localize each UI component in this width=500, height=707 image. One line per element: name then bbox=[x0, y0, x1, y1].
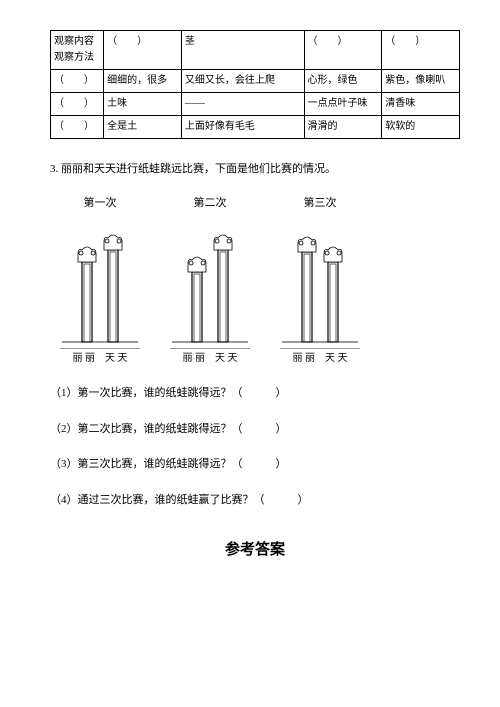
label-b: 天 天 bbox=[325, 351, 348, 367]
chart-3-labels: 丽 丽 天 天 bbox=[280, 348, 360, 367]
subq-1: （1）第一次比赛，谁的纸蛙跳得远？（ ） bbox=[50, 385, 460, 403]
chart-1: 第一次 丽 丽 天 天 bbox=[60, 195, 140, 368]
chart-2: 第二次 丽 丽 天 天 bbox=[170, 195, 250, 368]
td: 细细的，很多 bbox=[104, 70, 182, 93]
q3-intro: 3. 丽丽和天天进行纸蛙跳远比赛，下面是他们比赛的情况。 bbox=[50, 161, 460, 179]
label-a: 丽 丽 bbox=[183, 351, 206, 367]
td: 全是土 bbox=[104, 116, 182, 139]
th-col3: （ ） bbox=[304, 31, 382, 70]
chart-2-labels: 丽 丽 天 天 bbox=[170, 348, 250, 367]
label-a: 丽 丽 bbox=[293, 351, 316, 367]
th-col2: 茎 bbox=[181, 31, 304, 70]
chart-2-title: 第二次 bbox=[194, 195, 227, 213]
td: 上面好像有毛毛 bbox=[181, 116, 304, 139]
chart-1-labels: 丽 丽 天 天 bbox=[60, 348, 140, 367]
th-col1: （ ） bbox=[104, 31, 182, 70]
td: （ ） bbox=[51, 93, 104, 116]
td: —— bbox=[181, 93, 304, 116]
td: 紫色，像喇叭 bbox=[382, 70, 460, 93]
th-method-line1: 观察内容 bbox=[54, 34, 100, 50]
chart-3-svg bbox=[280, 216, 360, 346]
th-col4: （ ） bbox=[382, 31, 460, 70]
label-b: 天 天 bbox=[105, 351, 128, 367]
chart-3-title: 第三次 bbox=[304, 195, 337, 213]
subq-2: （2）第二次比赛，谁的纸蛙跳得远？（ ） bbox=[50, 421, 460, 439]
td: 软软的 bbox=[382, 116, 460, 139]
th-method: 观察内容 观察方法 bbox=[51, 31, 104, 70]
chart-2-svg bbox=[170, 216, 250, 346]
table-row: （ ） 全是土 上面好像有毛毛 滑滑的 软软的 bbox=[51, 116, 460, 139]
td: 滑滑的 bbox=[304, 116, 382, 139]
table-row: （ ） 细细的，很多 又细又长，会往上爬 心形，绿色 紫色，像喇叭 bbox=[51, 70, 460, 93]
chart-row: 第一次 丽 丽 天 天 第二次 丽 丽 天 天 第三次 丽 丽 天 天 bbox=[60, 195, 460, 368]
td: 土味 bbox=[104, 93, 182, 116]
chart-1-svg bbox=[60, 216, 140, 346]
label-a: 丽 丽 bbox=[73, 351, 96, 367]
td: 又细又长，会往上爬 bbox=[181, 70, 304, 93]
td: （ ） bbox=[51, 70, 104, 93]
td: （ ） bbox=[51, 116, 104, 139]
observation-table: 观察内容 观察方法 （ ） 茎 （ ） （ ） （ ） 细细的，很多 又细又长，… bbox=[50, 30, 460, 139]
label-b: 天 天 bbox=[215, 351, 238, 367]
td: 心形，绿色 bbox=[304, 70, 382, 93]
chart-1-title: 第一次 bbox=[84, 195, 117, 213]
answer-title: 参考答案 bbox=[50, 538, 460, 562]
chart-3: 第三次 丽 丽 天 天 bbox=[280, 195, 360, 368]
table-row: （ ） 土味 —— 一点点叶子味 清香味 bbox=[51, 93, 460, 116]
subq-3: （3）第三次比赛，谁的纸蛙跳得远？（ ） bbox=[50, 456, 460, 474]
subq-4: （4）通过三次比赛，谁的纸蛙赢了比赛？（ ） bbox=[50, 492, 460, 510]
td: 清香味 bbox=[382, 93, 460, 116]
th-method-line2: 观察方法 bbox=[54, 50, 100, 66]
td: 一点点叶子味 bbox=[304, 93, 382, 116]
table-header-row: 观察内容 观察方法 （ ） 茎 （ ） （ ） bbox=[51, 31, 460, 70]
